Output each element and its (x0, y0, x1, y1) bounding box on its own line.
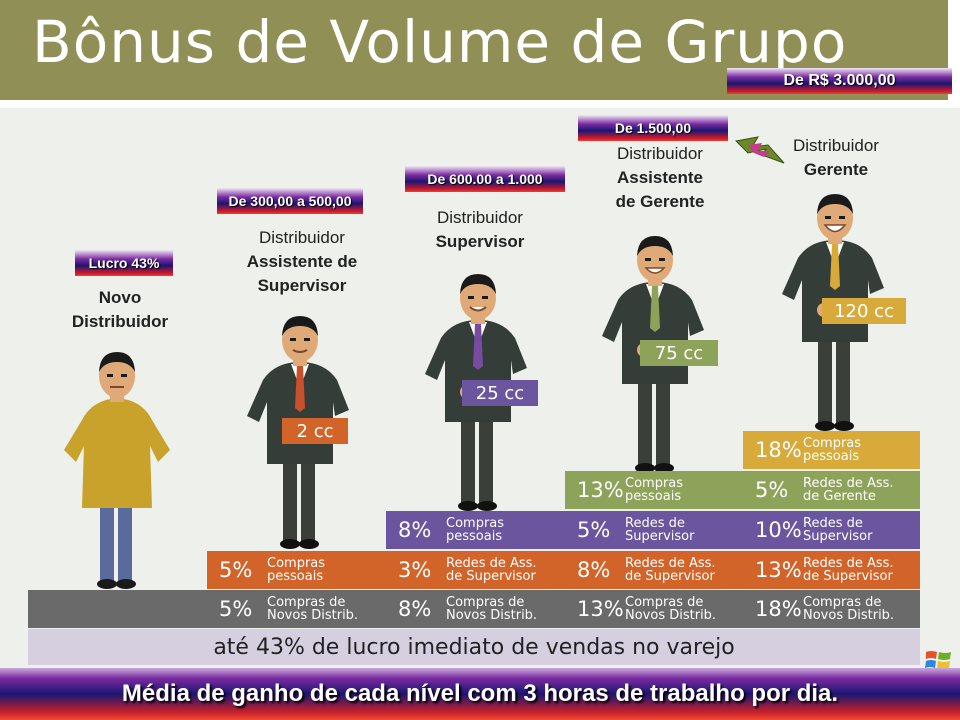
level-label-supervisor: Distribuidor Supervisor (435, 208, 525, 251)
step-row2-col4: 13% Redes de Ass. de Supervisor (743, 551, 920, 589)
page-title: Bônus de Volume de Grupo (32, 8, 848, 76)
supervisor-figure (425, 274, 527, 511)
level-label-assistente-gerente: Distribuidor Assistente de Gerente (615, 144, 705, 211)
step-row4-col3: 13% Compras pessoais (565, 471, 743, 509)
step-row1-col1: 5% Compras de Novos Distrib. (207, 590, 386, 628)
step-row5-col4: 18% Compras pessoais (743, 431, 920, 469)
price-tag-supervisor: De 600.00 a 1.000 (405, 166, 565, 192)
price-tag-novo: Lucro 43% (75, 250, 173, 276)
novo-distribuidor-figure (64, 352, 170, 589)
cc-card-assistente-supervisor: 2 cc (282, 418, 348, 444)
step-row4-col4: 5% Redes de Ass. de Gerente (743, 471, 920, 509)
step-row2-col2: 3% Redes de Ass. de Supervisor (386, 551, 565, 589)
cc-card-assistente-gerente: 75 cc (640, 340, 718, 366)
step-row1-col2: 8% Compras de Novos Distrib. (386, 590, 565, 628)
lightning-bolt-icon (734, 136, 785, 164)
price-tag-assistente-supervisor: De 300,00 a 500,00 (217, 188, 363, 214)
step-row3-col2: 8% Compras pessoais (386, 511, 565, 549)
step-row3-col4: 10% Redes de Supervisor (743, 511, 920, 549)
footer-text: Média de ganho de cada nível com 3 horas… (121, 680, 839, 707)
footer-banner: Média de ganho de cada nível com 3 horas… (0, 668, 960, 720)
title-bar: Bônus de Volume de Grupo (0, 0, 948, 100)
step-row3-col3: 5% Redes de Supervisor (565, 511, 743, 549)
cc-card-supervisor: 25 cc (462, 380, 538, 406)
level-label-gerente: Distribuidor Gerente (793, 136, 879, 179)
level-label-assistente-supervisor: Distribuidor Assistente de Supervisor (246, 228, 358, 295)
price-tag-assistente-gerente: De 1.500,00 (578, 115, 728, 141)
price-tag-gerente: De R$ 3.000,00 (727, 68, 952, 94)
cc-card-gerente: 120 cc (822, 298, 906, 324)
step-row2-col1: 5% Compras pessoais (207, 551, 386, 589)
step-gray-base (28, 590, 207, 628)
step-row2-col3: 8% Redes de Ass. de Supervisor (565, 551, 743, 589)
step-row1-col3: 13% Compras de Novos Distrib. (565, 590, 743, 628)
retail-profit-caption: até 43% de lucro imediato de vendas no v… (28, 629, 920, 665)
level-label-novo: Novo Distribuidor (71, 288, 169, 331)
windows-logo-icon (925, 651, 951, 669)
step-row1-col4: 18% Compras de Novos Distrib. (743, 590, 920, 628)
